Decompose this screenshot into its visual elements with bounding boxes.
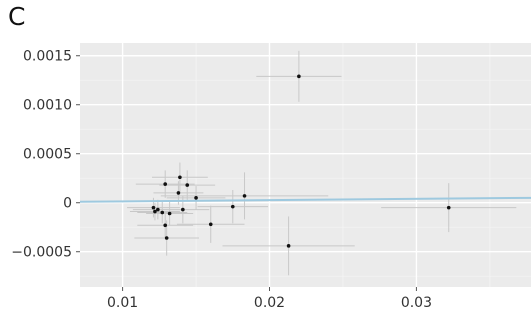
data-point (446, 205, 451, 210)
data-point (242, 194, 247, 198)
data-point (164, 236, 169, 240)
data-point (167, 211, 172, 216)
data-point (185, 183, 190, 187)
y-tick-label: 0.0010 (23, 98, 72, 114)
data-point (176, 191, 181, 195)
data-point (178, 175, 182, 180)
data-point (194, 196, 198, 200)
error-bars (127, 50, 517, 276)
data-point (208, 222, 213, 227)
y-tick-label: 0 (63, 196, 72, 212)
x-tick-label: 0.03 (401, 295, 432, 311)
grid-major (80, 43, 531, 287)
x-tick-label: 0.02 (254, 295, 285, 311)
data-point (151, 205, 156, 210)
data-point (297, 74, 301, 79)
data-point (163, 182, 168, 186)
data-point (286, 244, 291, 248)
data-point (160, 210, 165, 215)
y-tick-label: −0.0005 (11, 245, 72, 261)
x-tick-label: 0.01 (107, 295, 138, 311)
plot-background (80, 43, 531, 287)
y-axis-ticks: 0.0015 0.0010 0.0005 0 −0.0005 (11, 49, 80, 261)
data-point (230, 204, 235, 209)
y-tick-label: 0.0015 (23, 49, 72, 65)
data-points (151, 74, 451, 248)
x-axis-ticks: 0.01 0.02 0.03 (107, 287, 432, 311)
y-tick-label: 0.0005 (23, 147, 72, 163)
data-point (163, 223, 168, 228)
panel-label: C (8, 2, 26, 31)
data-point (153, 209, 157, 214)
data-point (181, 207, 185, 212)
regression-line (79, 196, 531, 203)
data-point (156, 207, 160, 212)
grid-minor (80, 43, 531, 287)
